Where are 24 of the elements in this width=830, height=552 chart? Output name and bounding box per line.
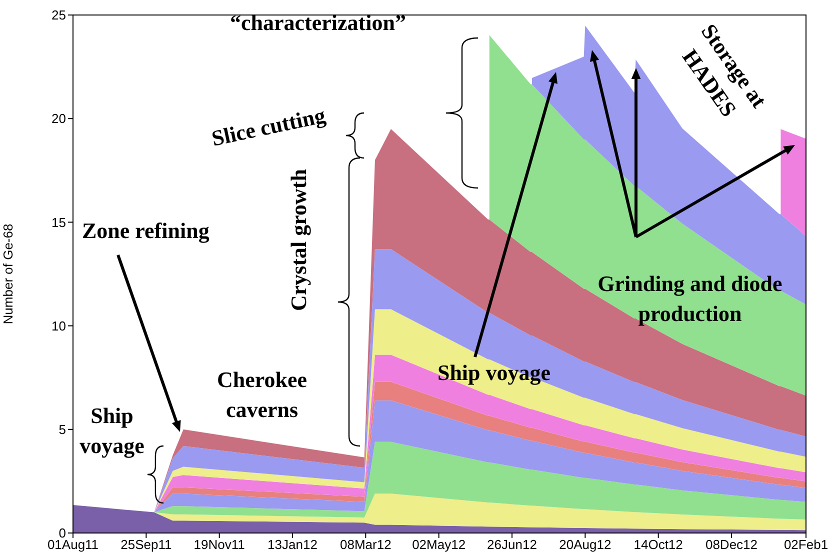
x-tick-label: 20Aug12 <box>559 537 612 552</box>
x-tick-label: 02Feb1 <box>784 537 828 552</box>
x-tick-label: 25Sep11 <box>120 537 172 552</box>
y-axis-title: Number of Ge-68 <box>0 224 16 324</box>
x-tick-label: 13Jan12 <box>268 537 318 552</box>
annotation: Zone refining <box>82 218 210 243</box>
y-tick-label: 25 <box>52 8 66 23</box>
annotation: Crystal growth <box>286 169 311 311</box>
annotation: “characterization” <box>230 10 406 35</box>
x-tick-label: 14Oct12 <box>634 537 683 552</box>
x-tick-label: 19Nov11 <box>194 537 245 552</box>
x-tick-label: 08Mar12 <box>340 537 392 552</box>
annotation: Cherokee caverns <box>216 367 308 422</box>
annotation: Slice cutting <box>209 102 328 151</box>
y-tick-label: 10 <box>52 318 66 334</box>
y-tick-label: 15 <box>52 214 66 230</box>
annotation: Ship voyage <box>437 360 551 385</box>
x-tick-label: 02May12 <box>412 537 466 552</box>
x-tick-label: 08Dec12 <box>705 537 758 552</box>
annotation: Grinding and diode production <box>598 271 783 326</box>
annotation: Ship voyage <box>80 403 145 458</box>
x-tick-label: 26Jun12 <box>487 537 537 552</box>
y-tick-label: 20 <box>52 111 66 126</box>
y-tick-label: 5 <box>58 422 66 438</box>
